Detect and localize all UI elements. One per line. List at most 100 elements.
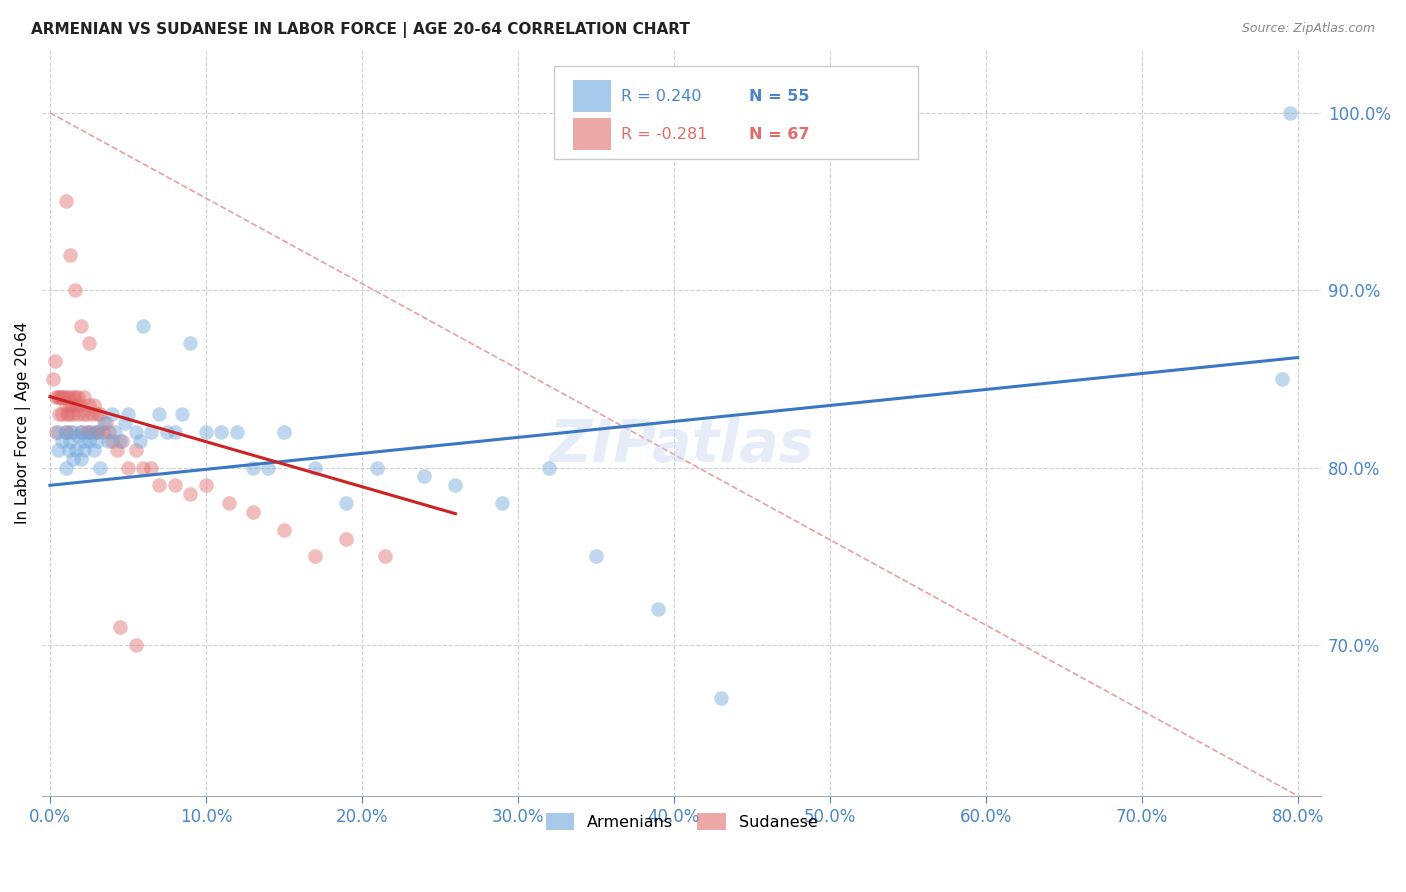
Point — [83, 442, 105, 457]
Point — [79, 425, 101, 439]
Point — [59, 399, 82, 413]
Point — [163, 478, 186, 492]
Point — [73, 390, 96, 404]
Point — [89, 408, 111, 422]
Point — [70, 318, 93, 333]
Point — [148, 478, 170, 492]
Point — [194, 478, 217, 492]
Point — [242, 460, 264, 475]
Point — [304, 549, 326, 564]
Point — [58, 408, 80, 422]
Point — [42, 372, 65, 386]
Point — [105, 442, 128, 457]
Point — [117, 408, 139, 422]
Point — [55, 460, 77, 475]
Text: R = -0.281: R = -0.281 — [621, 127, 709, 142]
Point — [65, 442, 87, 457]
Point — [218, 496, 240, 510]
Point — [80, 408, 103, 422]
Point — [647, 602, 669, 616]
Text: R = 0.240: R = 0.240 — [621, 88, 702, 103]
Point — [86, 408, 108, 422]
Point — [46, 442, 69, 457]
Point — [77, 425, 100, 439]
Point — [366, 460, 388, 475]
Point — [58, 390, 80, 404]
Point — [59, 434, 82, 448]
Point — [273, 523, 295, 537]
Point — [49, 390, 72, 404]
Point — [129, 434, 152, 448]
Point — [132, 460, 155, 475]
Point — [70, 451, 93, 466]
Point — [66, 428, 89, 442]
Point — [62, 425, 84, 439]
Legend: Armenians, Sudanese: Armenians, Sudanese — [540, 807, 824, 836]
Text: ZIPatlas: ZIPatlas — [550, 417, 814, 474]
Text: N = 55: N = 55 — [749, 88, 810, 103]
Point — [73, 434, 96, 448]
Point — [491, 496, 513, 510]
Point — [66, 408, 89, 422]
Point — [77, 399, 100, 413]
Point — [211, 425, 233, 439]
Point — [710, 691, 733, 706]
Text: Source: ZipAtlas.com: Source: ZipAtlas.com — [1241, 22, 1375, 36]
Point — [374, 549, 396, 564]
Point — [114, 416, 136, 430]
Point — [156, 425, 179, 439]
Point — [226, 425, 249, 439]
Point — [101, 408, 124, 422]
Point — [75, 425, 97, 439]
Point — [55, 194, 77, 209]
Point — [52, 390, 75, 404]
Point — [148, 408, 170, 422]
Point — [59, 425, 82, 439]
Point — [87, 425, 110, 439]
Point — [83, 399, 105, 413]
Point — [46, 390, 69, 404]
FancyBboxPatch shape — [554, 66, 918, 159]
Point — [65, 399, 87, 413]
Point — [46, 425, 69, 439]
Point — [69, 399, 91, 413]
Point — [45, 425, 67, 439]
Point — [86, 425, 108, 439]
Bar — [572, 80, 612, 112]
Text: ARMENIAN VS SUDANESE IN LABOR FORCE | AGE 20-64 CORRELATION CHART: ARMENIAN VS SUDANESE IN LABOR FORCE | AG… — [31, 22, 690, 38]
Point — [58, 442, 80, 457]
Point — [77, 434, 100, 448]
Point — [55, 425, 77, 439]
Point — [444, 478, 467, 492]
Point — [335, 496, 357, 510]
Point — [413, 469, 436, 483]
Point — [194, 425, 217, 439]
Point — [77, 336, 100, 351]
Point — [172, 408, 194, 422]
Point — [108, 620, 131, 634]
Point — [257, 460, 280, 475]
Point — [66, 390, 89, 404]
Point — [86, 434, 108, 448]
Point — [1271, 372, 1294, 386]
Point — [125, 638, 148, 652]
Point — [141, 425, 163, 439]
Point — [179, 487, 201, 501]
Point — [51, 390, 73, 404]
Point — [537, 460, 560, 475]
Point — [1278, 105, 1301, 120]
Point — [48, 390, 70, 404]
Point — [70, 425, 93, 439]
Point — [117, 460, 139, 475]
Point — [163, 425, 186, 439]
Point — [44, 354, 66, 368]
Point — [62, 408, 84, 422]
Point — [98, 425, 121, 439]
Point — [55, 399, 77, 413]
Point — [55, 425, 77, 439]
Point — [59, 248, 82, 262]
Point — [76, 408, 98, 422]
Point — [242, 505, 264, 519]
Point — [63, 390, 86, 404]
Bar — [572, 119, 612, 150]
